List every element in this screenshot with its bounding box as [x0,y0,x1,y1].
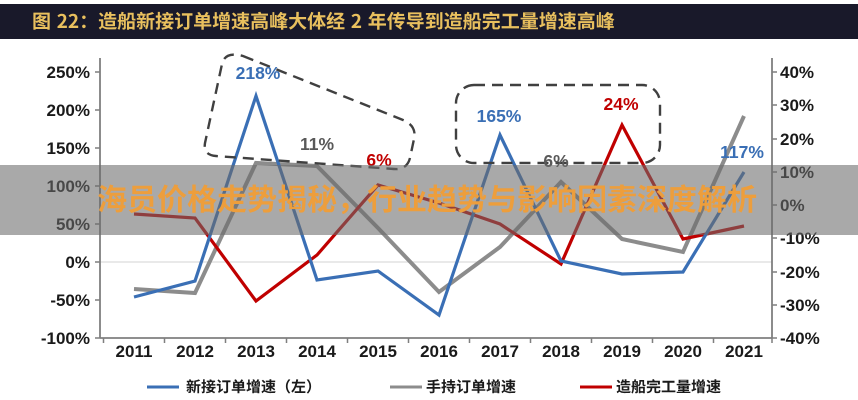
svg-text:2021: 2021 [725,342,763,361]
svg-text:218%: 218% [236,63,281,83]
svg-text:2011: 2011 [116,342,153,361]
svg-text:2015: 2015 [359,342,397,361]
svg-text:24%: 24% [603,94,638,114]
svg-text:-20%: -20% [780,263,820,282]
svg-text:0%: 0% [65,253,90,272]
svg-text:30%: 30% [780,96,814,115]
svg-text:-50%: -50% [50,291,90,310]
svg-text:2020: 2020 [664,342,702,361]
svg-text:-40%: -40% [780,329,820,348]
svg-text:-100%: -100% [41,329,90,348]
svg-text:40%: 40% [780,63,814,82]
svg-text:2016: 2016 [420,342,458,361]
svg-text:20%: 20% [780,130,814,149]
svg-text:2013: 2013 [237,342,275,361]
svg-text:200%: 200% [47,101,90,120]
svg-text:2019: 2019 [603,342,641,361]
svg-text:150%: 150% [47,139,90,158]
svg-text:2014: 2014 [298,342,336,361]
svg-text:250%: 250% [47,63,90,82]
svg-text:2012: 2012 [176,342,214,361]
svg-text:165%: 165% [477,106,522,126]
svg-text:2017: 2017 [481,342,519,361]
svg-text:2018: 2018 [542,342,580,361]
svg-text:-30%: -30% [780,296,820,315]
svg-text:11%: 11% [300,134,334,154]
svg-text:117%: 117% [720,142,764,162]
